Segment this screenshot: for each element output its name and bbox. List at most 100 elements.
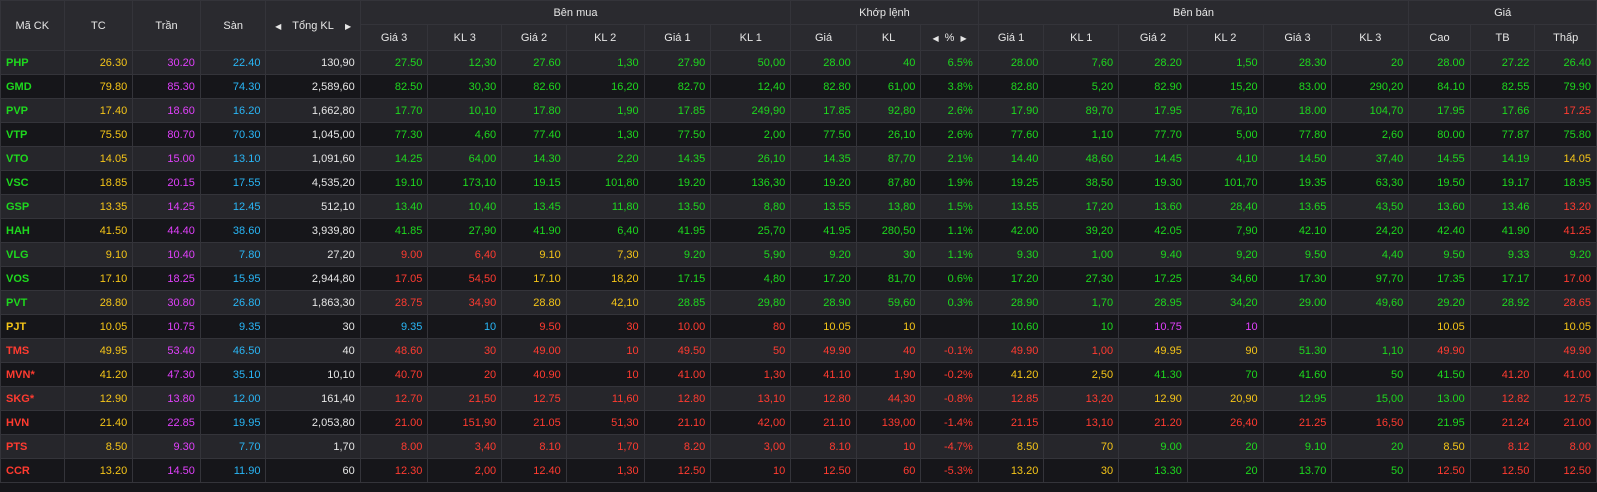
- high-price: 49.90: [1408, 338, 1471, 363]
- bid-vol-3: 4,60: [427, 122, 503, 147]
- arrow-right-icon[interactable]: ▶: [960, 33, 967, 43]
- bid-vol-2: 10: [565, 338, 645, 363]
- col-ceiling[interactable]: Trần: [132, 0, 201, 51]
- table-row[interactable]: SKG* 12.90 13.80 12.00 161,40 12.70 21,50 12.75…: [0, 386, 1597, 411]
- ask-vol-1: 10: [1043, 314, 1120, 339]
- col-high[interactable]: Cao: [1408, 24, 1471, 51]
- bid-price-3: 19.10: [359, 170, 429, 195]
- table-row[interactable]: VOS 17.10 18.25 15.95 2,944,80 17.05 54,50 17.1…: [0, 266, 1597, 291]
- table-row[interactable]: PTS 8.50 9.30 7.70 1,70 8.00 3,40 8.10 1,70 8.20 3…: [0, 434, 1597, 459]
- total-volume: 1,70: [265, 434, 361, 459]
- col-sell-giá-1[interactable]: Giá 1: [977, 24, 1045, 51]
- bid-price-1: 77.50: [643, 122, 712, 147]
- bid-price-1: 82.70: [643, 74, 712, 99]
- col-match-pct[interactable]: ◀% ▶: [920, 24, 979, 51]
- avg-price: [1469, 338, 1536, 363]
- col-floor[interactable]: Sàn: [199, 0, 267, 51]
- match-vol: 10: [855, 314, 922, 339]
- ask-price-3: 13.65: [1262, 194, 1333, 219]
- col-sell-kl-3[interactable]: KL 3: [1331, 24, 1410, 51]
- table-row[interactable]: GMD 79.80 85.30 74.30 2,589,60 82.50 30,30 82.6…: [0, 74, 1597, 99]
- table-row[interactable]: HAH 41.50 44.40 38.60 3,939,80 41.85 27,90 41.9…: [0, 218, 1597, 243]
- match-pct: 2.6%: [920, 122, 979, 147]
- table-row[interactable]: PVT 28.80 30.80 26.80 1,863,30 28.75 34,90 28.8…: [0, 290, 1597, 315]
- col-match-vol[interactable]: KL: [855, 24, 922, 51]
- symbol-cell: SKG*: [0, 386, 65, 411]
- table-row[interactable]: VLG 9.10 10.40 7.80 27,20 9.00 6,40 9.10 7,30 9.2…: [0, 242, 1597, 267]
- floor-price: 12.45: [199, 194, 267, 219]
- ceiling-price: 20.15: [132, 170, 201, 195]
- total-volume: 130,90: [265, 50, 361, 75]
- table-row[interactable]: VSC 18.85 20.15 17.55 4,535,20 19.10 173,10 19.…: [0, 170, 1597, 195]
- table-row[interactable]: VTO 14.05 15.00 13.10 1,091,60 14.25 64,00 14.3…: [0, 146, 1597, 171]
- bid-vol-1: 12,40: [710, 74, 792, 99]
- col-sell-giá-2[interactable]: Giá 2: [1118, 24, 1188, 51]
- bid-vol-1: 136,30: [710, 170, 792, 195]
- table-row[interactable]: TMS 49.95 53.40 46.50 40 48.60 30 49.00 10 49.50 5…: [0, 338, 1597, 363]
- avg-price: 8.12: [1469, 434, 1536, 459]
- bid-vol-3: 34,90: [427, 290, 503, 315]
- bid-vol-2: 101,80: [565, 170, 645, 195]
- bid-price-1: 10.00: [643, 314, 712, 339]
- match-pct: -0.2%: [920, 362, 979, 387]
- table-row[interactable]: PHP 26.30 30.20 22.40 130,90 27.50 12,30 27.60 1…: [0, 50, 1597, 75]
- table-row[interactable]: HVN 21.40 22.85 19.95 2,053,80 21.00 151,90 21.…: [0, 410, 1597, 435]
- table-row[interactable]: MVN* 41.20 47.30 35.10 10,10 40.70 20 40.90 10 41…: [0, 362, 1597, 387]
- col-sell-kl-1[interactable]: KL 1: [1043, 24, 1120, 51]
- bid-price-3: 21.00: [359, 410, 429, 435]
- bid-price-2: 40.90: [501, 362, 567, 387]
- total-volume: 1,863,30: [265, 290, 361, 315]
- ask-vol-3: 20: [1331, 50, 1410, 75]
- arrow-left-icon[interactable]: ◀: [932, 33, 939, 43]
- col-sell-giá-3[interactable]: Giá 3: [1262, 24, 1333, 51]
- bid-price-3: 9.35: [359, 314, 429, 339]
- bid-vol-3: 12,30: [427, 50, 503, 75]
- ask-vol-1: 7,60: [1043, 50, 1120, 75]
- col-match-price[interactable]: Giá: [790, 24, 857, 51]
- ask-price-2: 13.30: [1118, 458, 1188, 483]
- ask-price-3: 19.35: [1262, 170, 1333, 195]
- col-buy-kl-1[interactable]: KL 1: [710, 24, 792, 51]
- low-price: 49.90: [1534, 338, 1597, 363]
- col-symbol[interactable]: Mã CK: [0, 0, 65, 51]
- bid-price-3: 77.30: [359, 122, 429, 147]
- table-row[interactable]: CCR 13.20 14.50 11.90 60 12.30 2,00 12.40 1,30 12…: [0, 458, 1597, 483]
- table-row[interactable]: GSP 13.35 14.25 12.45 512,10 13.40 10,40 13.45 1…: [0, 194, 1597, 219]
- bid-vol-2: 1,30: [565, 50, 645, 75]
- table-row[interactable]: PVP 17.40 18.60 16.20 1,662,80 17.70 10,10 17.8…: [0, 98, 1597, 123]
- high-price: 42.40: [1408, 218, 1471, 243]
- arrow-right-icon[interactable]: ▶: [344, 21, 352, 31]
- bid-vol-1: 4,80: [710, 266, 792, 291]
- col-buy-kl-3[interactable]: KL 3: [427, 24, 503, 51]
- symbol-cell: VLG: [0, 242, 65, 267]
- bid-vol-3: 20: [427, 362, 503, 387]
- match-price: 77.50: [790, 122, 857, 147]
- col-buy-giá-3[interactable]: Giá 3: [359, 24, 429, 51]
- col-low[interactable]: Thấp: [1534, 24, 1597, 51]
- symbol-cell: TMS: [0, 338, 65, 363]
- ask-price-3: 77.80: [1262, 122, 1333, 147]
- ask-price-1: 28.00: [977, 50, 1045, 75]
- col-buy-kl-2[interactable]: KL 2: [565, 24, 645, 51]
- ask-price-2: 41.30: [1118, 362, 1188, 387]
- match-price: 8.10: [790, 434, 857, 459]
- bid-price-3: 9.00: [359, 242, 429, 267]
- col-buy-giá-2[interactable]: Giá 2: [501, 24, 567, 51]
- col-buy-giá-1[interactable]: Giá 1: [643, 24, 712, 51]
- col-ref[interactable]: TC: [63, 0, 134, 51]
- floor-price: 26.80: [199, 290, 267, 315]
- total-volume: 3,939,80: [265, 218, 361, 243]
- col-total-vol[interactable]: ◀ Tổng KL ▶: [265, 0, 361, 51]
- ask-price-3: 12.95: [1262, 386, 1333, 411]
- table-row[interactable]: VTP 75.50 80.70 70.30 1,045,00 77.30 4,60 77.40…: [0, 122, 1597, 147]
- low-price: 8.00: [1534, 434, 1597, 459]
- col-avg[interactable]: TB: [1469, 24, 1536, 51]
- bid-price-2: 9.50: [501, 314, 567, 339]
- bid-price-1: 41.95: [643, 218, 712, 243]
- arrow-left-icon[interactable]: ◀: [275, 21, 282, 31]
- match-vol: 61,00: [855, 74, 922, 99]
- match-price: 12.50: [790, 458, 857, 483]
- bid-vol-3: 21,50: [427, 386, 503, 411]
- col-sell-kl-2[interactable]: KL 2: [1186, 24, 1264, 51]
- table-row[interactable]: PJT 10.05 10.75 9.35 30 9.35 10 9.50 30 10.00 80 10…: [0, 314, 1597, 339]
